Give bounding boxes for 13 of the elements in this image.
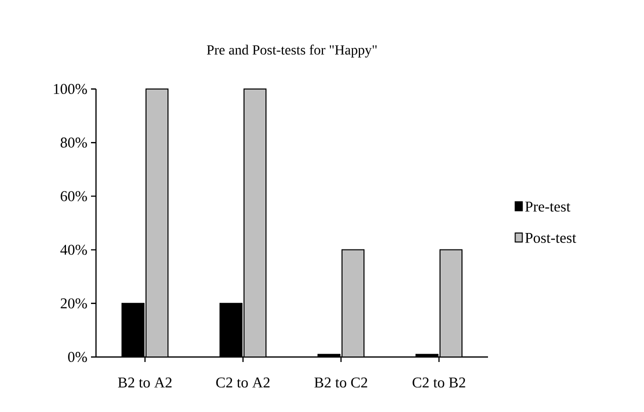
y-tick-label: 60% — [60, 191, 87, 202]
y-tick-label: 100% — [54, 84, 87, 94]
chart-title: Pre and Post-tests for "Happy" — [206, 44, 377, 58]
y-tick-label: 20% — [60, 298, 87, 308]
x-tick-label: B2 to A2 — [118, 378, 172, 388]
legend-label: Post-test — [525, 232, 576, 243]
legend-label: Pre-test — [525, 202, 570, 212]
x-tick-label: C2 to B2 — [412, 378, 466, 388]
x-tick-label: C2 to A2 — [216, 378, 270, 388]
y-tick-label: 40% — [60, 244, 87, 255]
y-tick-label: 0% — [68, 352, 87, 362]
y-tick-label: 80% — [60, 138, 87, 148]
x-tick-label: B2 to C2 — [314, 378, 368, 388]
